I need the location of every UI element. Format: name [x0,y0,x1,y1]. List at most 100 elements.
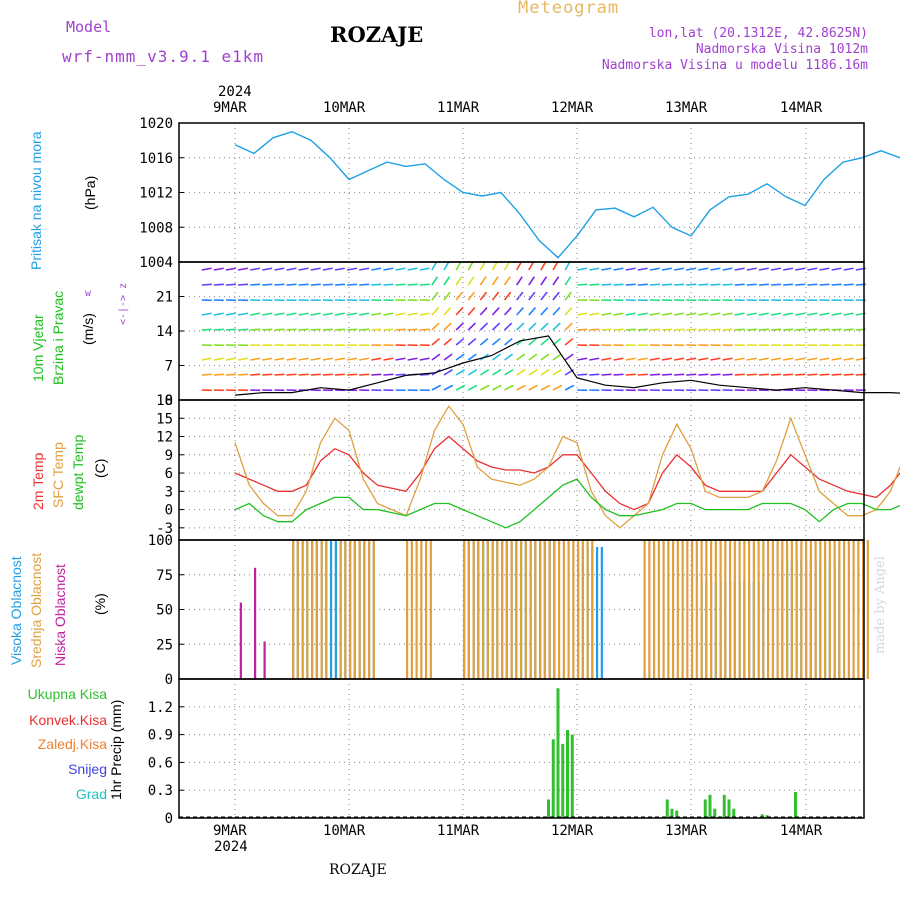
wind-barb [347,283,358,286]
cloud-bar [596,546,599,679]
wind-barb [746,312,757,316]
wind-barb [395,328,406,331]
cloud-bar [520,540,523,679]
wind-barb [503,260,511,271]
top-year-label: 2024 [218,84,252,100]
precip-bar [727,799,731,818]
wind-barb [783,312,794,316]
tick-label: 75 [156,568,173,584]
wind-barb [819,357,830,361]
bottom-day-label: 9MAR [213,823,247,839]
cloud-bar [748,540,751,679]
cloud-bar [686,540,689,679]
wind-barb [213,283,224,286]
precip-bar [703,799,707,818]
wind-barb [686,312,697,316]
cloud-bar [496,540,499,679]
cloud-bar [681,540,684,679]
wind-barb [322,267,333,271]
wind-barb [371,373,382,376]
wind-barb [237,357,249,361]
wind-barb [770,328,782,331]
tick-label: 3 [165,484,173,500]
legend-freezing-rain: Zaledj.Kisa [37,736,107,752]
cloud-bar [353,540,356,679]
wind-barb [613,328,624,331]
cloud-bar [672,540,675,679]
wind-barb [419,283,430,286]
tick-label: 1016 [139,151,173,167]
wind-barb [637,267,648,271]
wind-barb [371,312,382,316]
wind-barb [431,322,440,331]
wind-barb [443,276,451,286]
wind-barb [237,312,249,316]
wind-barb [407,283,418,286]
wind-barb [491,276,499,286]
temp-series-2 [234,478,900,529]
wind-barb [528,322,537,331]
tick-label: 0 [165,393,173,409]
wind-barb [479,322,489,331]
wind-barb [491,291,500,301]
wind-barb [492,369,502,376]
wind-barb [613,373,624,376]
cloud-bar [657,540,660,679]
wind-barb [674,283,685,286]
wind-barb [601,328,612,331]
wind-barb [601,373,612,376]
wind-barb [407,328,418,331]
wind-barb [455,322,464,331]
wind-barb [686,283,697,286]
cloud-bar [330,540,333,679]
wind-barb [758,312,769,316]
cloud-bar [349,540,352,679]
cloud-bar [463,540,466,679]
wind-axis: 0 7 14 21 [156,290,864,409]
tick-label: 7 [165,359,173,375]
cloud-bar [553,540,556,679]
tick-label: 15 [156,411,173,427]
wind-barb [503,276,511,286]
wind-barb [443,337,453,346]
cloud-bar [292,540,295,679]
wind-barb [686,328,697,331]
wind-barb [383,357,394,361]
wind-barb [298,373,309,376]
tick-label: 0 [165,811,173,827]
wind-barb [613,357,624,361]
cloud-bar [501,540,504,679]
bottom-day-label: 13MAR [665,823,708,839]
wind-barb [831,373,842,376]
wind-barb [637,328,648,331]
cloud-bar [733,540,736,679]
precip-bars [547,688,797,818]
cloud-bar [781,540,784,679]
wind-barb [819,328,830,331]
precip-axis: 0 0.3 0.6 0.9 1.2 [148,700,864,827]
wind-barb [649,283,660,286]
wind-barb [770,312,782,316]
wind-barb [213,357,224,361]
wind-barb [213,312,224,316]
model-elevation-text: Nadmorska Visina u modelu 1186.16m [601,58,868,73]
wind-barb [819,312,830,316]
wind-barb [431,307,440,316]
top-day-label: 13MAR [665,100,708,116]
wind-barb [516,384,526,391]
cloud-bar [824,540,827,679]
wind-barb [589,283,600,286]
cloud-bar [472,540,475,679]
wind-speed-line [234,335,900,396]
cloud-bar [691,540,694,679]
wind-barb [322,328,333,331]
wind-barb [831,283,842,286]
top-day-label: 14MAR [780,100,823,116]
wind-barb [491,260,499,271]
wind-barb [843,328,854,331]
precip-bar [556,688,560,818]
wind-barb [262,357,273,361]
panel-1 [234,262,807,400]
wind-barb [746,328,757,331]
